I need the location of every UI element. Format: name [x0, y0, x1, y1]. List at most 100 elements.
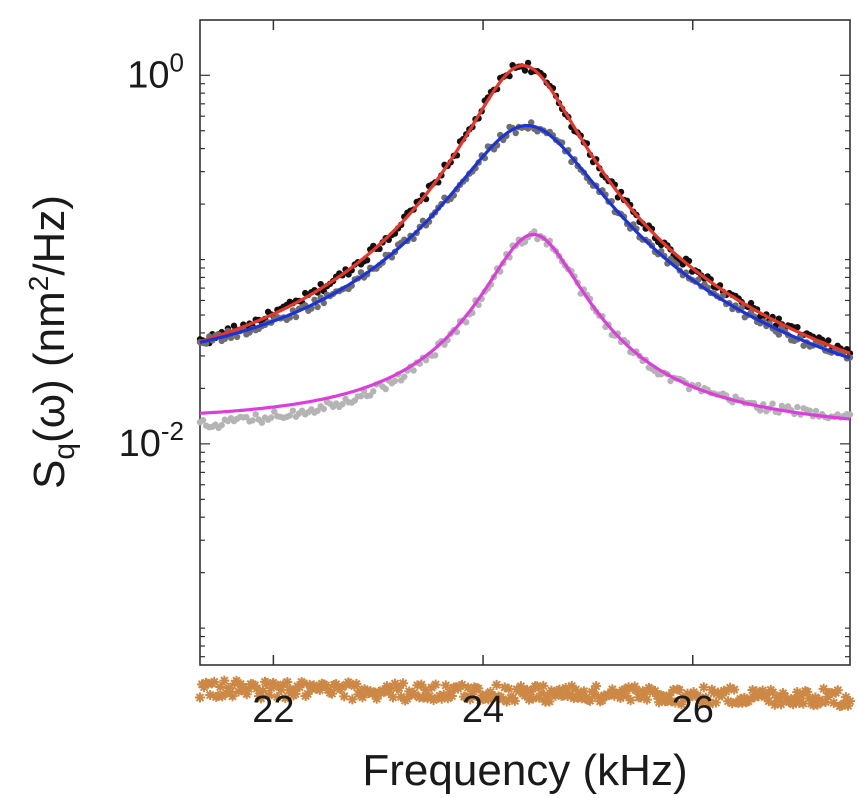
series-layer: [195, 59, 855, 712]
noise-point: [641, 694, 652, 705]
data-point: [521, 238, 529, 246]
noise-point: [840, 692, 851, 703]
noise-point: [775, 699, 786, 710]
noise-point: [215, 681, 226, 692]
noise-point: [347, 694, 358, 705]
noise-point: [615, 693, 626, 704]
noise-point: [729, 684, 740, 695]
data-point: [249, 417, 256, 424]
noise-point: [237, 681, 248, 692]
noise-point: [257, 685, 268, 696]
noise-point: [501, 696, 512, 707]
tick-layer: [200, 20, 850, 665]
noise-point: [749, 692, 760, 703]
data-point: [271, 408, 278, 415]
noise-point: [387, 692, 398, 703]
data-point: [370, 388, 377, 395]
noise-point: [294, 682, 305, 693]
noise-point: [788, 699, 799, 710]
noise-point: [440, 680, 451, 691]
noise-point: [339, 691, 350, 702]
series-noise-floor: [195, 675, 855, 712]
data-point: [719, 292, 727, 299]
noise-point: [331, 679, 342, 690]
noise-point: [345, 678, 356, 689]
noise-point: [371, 693, 382, 704]
data-point: [268, 414, 275, 421]
noise-point: [792, 687, 803, 698]
data-point: [794, 324, 801, 331]
noise-point: [424, 691, 435, 702]
noise-point: [704, 699, 715, 710]
noise-point: [276, 684, 287, 695]
noise-point: [574, 689, 585, 700]
noise-point: [654, 697, 665, 708]
noise-point: [723, 696, 734, 707]
noise-point: [351, 678, 362, 689]
noise-point: [497, 694, 508, 705]
noise-point: [688, 687, 699, 698]
noise-point: [444, 687, 455, 698]
data-point: [695, 381, 702, 389]
data-point: [382, 385, 389, 393]
data-point: [252, 411, 259, 418]
noise-point: [845, 696, 855, 707]
noise-point: [664, 690, 675, 701]
noise-point: [522, 684, 533, 695]
noise-point: [802, 686, 813, 697]
data-point: [258, 419, 266, 426]
noise-point: [239, 685, 250, 696]
noise-point: [491, 679, 502, 690]
noise-point: [463, 682, 474, 693]
noise-point: [739, 692, 750, 703]
noise-point: [674, 684, 685, 695]
noise-point: [385, 682, 396, 693]
noise-point: [534, 692, 545, 703]
noise-point: [270, 679, 281, 690]
noise-point: [780, 691, 790, 702]
noise-point: [225, 686, 236, 697]
noise-point: [710, 697, 721, 708]
data-point: [512, 129, 519, 137]
noise-point: [542, 689, 553, 700]
noise-point: [753, 691, 764, 702]
noise-point: [773, 693, 784, 704]
y-axis-label: Sq(ω) (nm2/Hz): [23, 195, 81, 489]
noise-point: [796, 690, 807, 701]
noise-point: [430, 679, 441, 690]
noise-point: [241, 689, 252, 700]
noise-point: [264, 690, 275, 701]
noise-point: [696, 698, 707, 709]
noise-point: [536, 688, 547, 699]
x-tick-label-24: 24: [462, 689, 504, 731]
noise-point: [607, 684, 618, 695]
noise-point: [266, 682, 277, 693]
svg-text:10-2: 10-2: [119, 416, 184, 465]
noise-point: [485, 686, 496, 697]
noise-point: [209, 676, 220, 687]
data-point: [410, 367, 417, 374]
noise-point: [503, 683, 514, 694]
noise-point: [578, 686, 589, 697]
noise-point: [798, 698, 809, 709]
noise-point: [416, 679, 427, 690]
noise-point: [694, 692, 705, 703]
data-point: [218, 421, 225, 429]
data-point: [769, 400, 776, 407]
data-point: [314, 303, 321, 311]
data-point: [521, 67, 529, 74]
noise-point: [822, 691, 833, 702]
data-point: [339, 401, 346, 408]
noise-point: [217, 691, 228, 702]
noise-point: [314, 685, 325, 696]
noise-point: [682, 688, 693, 699]
data-point: [292, 313, 300, 321]
x-axis-label: Frequency (kHz): [362, 746, 687, 795]
noise-point: [227, 691, 238, 702]
noise-point: [520, 690, 530, 701]
x-tick-label-26: 26: [672, 689, 714, 731]
noise-point: [398, 678, 409, 689]
noise-point: [262, 678, 273, 689]
noise-point: [564, 689, 575, 700]
noise-point: [428, 695, 439, 706]
